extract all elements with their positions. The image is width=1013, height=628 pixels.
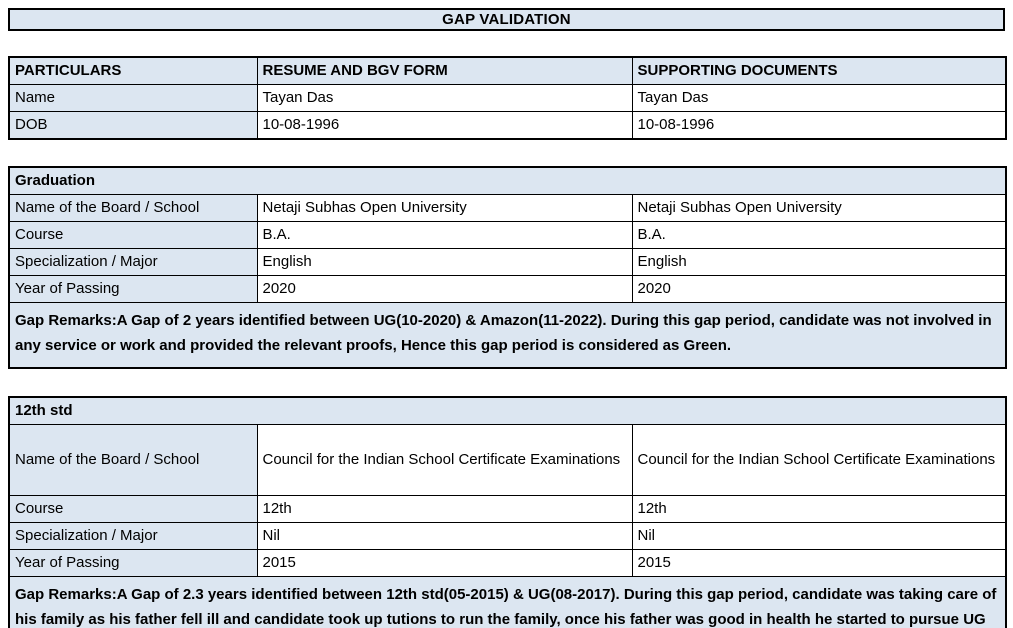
- row-label-cell: Year of Passing: [8, 275, 258, 303]
- supporting-value-cell: 10-08-1996: [631, 111, 1007, 140]
- resume-value-cell: 12th: [256, 494, 633, 523]
- resume-value-cell: B.A.: [256, 221, 633, 249]
- resume-value-cell: Tayan Das: [256, 84, 633, 112]
- supporting-value-cell: 2015: [631, 548, 1007, 577]
- gap-remarks-text: Gap Remarks:A Gap of 2.3 years identifie…: [8, 575, 1007, 628]
- table-row-course: Course B.A. B.A.: [8, 221, 1007, 249]
- column-header-particulars: PARTICULARS: [8, 56, 258, 85]
- row-label-cell: Name of the Board / School: [8, 423, 258, 496]
- row-label-cell: Name: [8, 84, 258, 112]
- table-row-name: Name Tayan Das Tayan Das: [8, 84, 1007, 112]
- supporting-value-cell: Netaji Subhas Open University: [631, 194, 1007, 222]
- table-row-dob: DOB 10-08-1996 10-08-1996: [8, 111, 1007, 140]
- resume-value-cell: Nil: [256, 521, 633, 550]
- row-label-cell: Specialization / Major: [8, 521, 258, 550]
- supporting-value-cell: English: [631, 248, 1007, 276]
- row-label-cell: Course: [8, 494, 258, 523]
- supporting-value-cell: Nil: [631, 521, 1007, 550]
- row-label-cell: Specialization / Major: [8, 248, 258, 276]
- table-row-specialization: Specialization / Major Nil Nil: [8, 521, 1007, 550]
- row-label-cell: Name of the Board / School: [8, 194, 258, 222]
- table-row-course: Course 12th 12th: [8, 494, 1007, 523]
- column-header-resume-bgv-form: RESUME AND BGV FORM: [256, 56, 633, 85]
- resume-value-cell: 10-08-1996: [256, 111, 633, 140]
- resume-value-cell: Council for the Indian School Certificat…: [256, 423, 633, 496]
- section-title: 12th std: [8, 396, 1007, 425]
- gap-remarks-text: Gap Remarks:A Gap of 2 years identified …: [8, 302, 1007, 368]
- row-label-cell: DOB: [8, 111, 258, 140]
- graduation-section-header-row: Graduation: [8, 166, 1007, 195]
- supporting-value-cell: Tayan Das: [631, 84, 1007, 112]
- table-row-board-school: Name of the Board / School Netaji Subhas…: [8, 194, 1007, 222]
- table-row-board-school: Name of the Board / School Council for t…: [8, 423, 1007, 496]
- particulars-header-row: PARTICULARS RESUME AND BGV FORM SUPPORTI…: [8, 56, 1007, 85]
- supporting-value-cell: 12th: [631, 494, 1007, 523]
- twelfth-section-header-row: 12th std: [8, 396, 1007, 425]
- supporting-value-cell: 2020: [631, 275, 1007, 303]
- table-row-year-of-passing: Year of Passing 2015 2015: [8, 548, 1007, 577]
- column-header-supporting-documents: SUPPORTING DOCUMENTS: [631, 56, 1007, 85]
- resume-value-cell: 2020: [256, 275, 633, 303]
- resume-value-cell: 2015: [256, 548, 633, 577]
- supporting-value-cell: B.A.: [631, 221, 1007, 249]
- twelfth-std-table: 12th std Name of the Board / School Coun…: [8, 395, 1007, 628]
- section-title: Graduation: [8, 166, 1007, 195]
- particulars-table: PARTICULARS RESUME AND BGV FORM SUPPORTI…: [8, 56, 1007, 140]
- resume-value-cell: Netaji Subhas Open University: [256, 194, 633, 222]
- row-label-cell: Course: [8, 221, 258, 249]
- resume-value-cell: English: [256, 248, 633, 276]
- page-title: GAP VALIDATION: [8, 8, 1005, 31]
- supporting-value-cell: Council for the Indian School Certificat…: [631, 423, 1007, 496]
- table-row-specialization: Specialization / Major English English: [8, 248, 1007, 276]
- row-label-cell: Year of Passing: [8, 548, 258, 577]
- table-row-year-of-passing: Year of Passing 2020 2020: [8, 275, 1007, 303]
- graduation-gap-remarks-row: Gap Remarks:A Gap of 2 years identified …: [8, 302, 1007, 368]
- graduation-table: Graduation Name of the Board / School Ne…: [8, 166, 1007, 369]
- twelfth-gap-remarks-row: Gap Remarks:A Gap of 2.3 years identifie…: [8, 575, 1007, 628]
